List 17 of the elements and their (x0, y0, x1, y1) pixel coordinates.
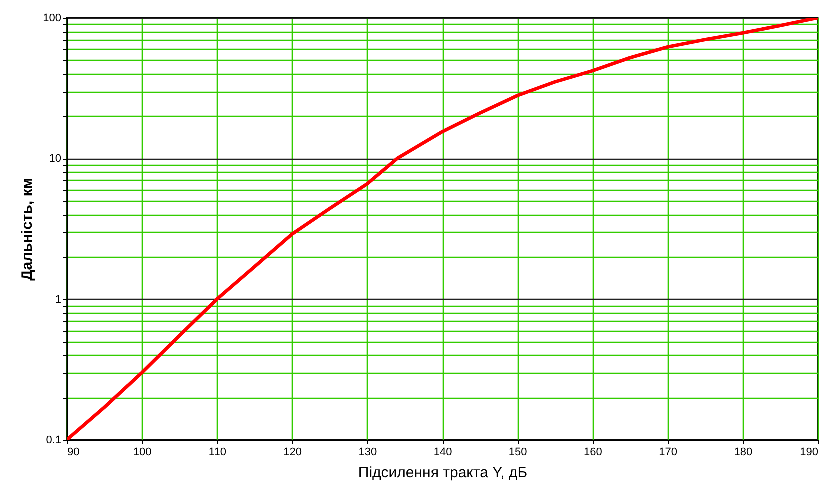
y-tick-label: 1 (55, 294, 62, 306)
x-tick-label: 180 (734, 446, 753, 458)
x-tick-label: 190 (800, 446, 818, 458)
x-tick-label: 90 (68, 446, 80, 458)
x-tick-label: 110 (208, 446, 226, 458)
x-tick-label: 130 (358, 446, 378, 458)
x-tick-label: 150 (508, 446, 528, 458)
y-tick-label: 10 (49, 153, 62, 166)
x-tick-label: 140 (434, 446, 452, 458)
x-tick-label: 100 (133, 446, 152, 458)
x-tick-label: 170 (659, 446, 678, 458)
x-axis-title: Підсилення тракта Y, дБ (358, 464, 528, 482)
y-tick-label: 0.1 (46, 434, 62, 446)
x-tick-label: 120 (284, 446, 302, 458)
y-tick-label: 100 (43, 12, 62, 24)
y-axis-title: Дальність, км (19, 178, 36, 281)
x-tick-label: 160 (584, 446, 602, 458)
